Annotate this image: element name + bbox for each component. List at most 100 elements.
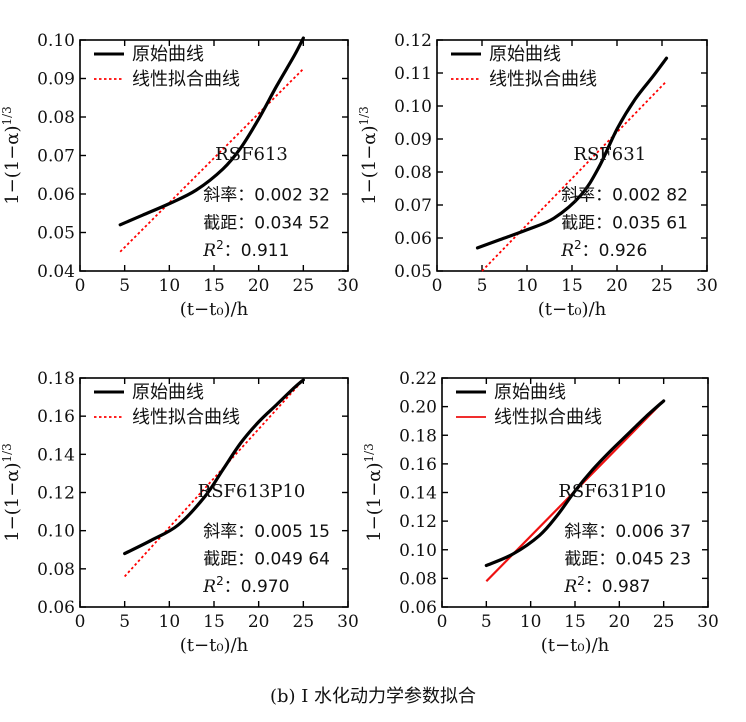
x-tick-label: 30 xyxy=(337,612,359,632)
x-tick-label: 10 xyxy=(520,612,542,632)
y-tick-label: 0.09 xyxy=(37,70,75,90)
y-tick-label: 0.10 xyxy=(37,522,75,542)
y-tick-label: 0.08 xyxy=(399,569,437,589)
series-original-curve xyxy=(123,378,305,556)
y-axis-label: 1−(1−α)1/3 xyxy=(362,443,385,542)
r2-text: R2：0.987 xyxy=(563,574,650,597)
y-tick-label: 0.14 xyxy=(37,445,75,465)
y-tick-label: 0.07 xyxy=(394,196,432,216)
r2-text: R2：0.911 xyxy=(202,238,289,261)
series-original-curve xyxy=(118,36,305,227)
x-tick-label: 5 xyxy=(119,612,130,632)
y-tick-label: 0.08 xyxy=(37,108,75,128)
legend-label-fit: 线性拟合曲线 xyxy=(132,69,240,90)
x-tick-label: 5 xyxy=(119,276,130,296)
y-tick-label: 0.20 xyxy=(399,398,437,418)
intercept-text: 截距：0.049 64 xyxy=(203,550,330,570)
y-tick-label: 0.10 xyxy=(37,31,75,51)
x-tick-label: 25 xyxy=(293,276,315,296)
y-tick-label: 0.22 xyxy=(399,369,437,389)
y-tick-label: 0.16 xyxy=(37,407,75,427)
intercept-text: 截距：0.034 52 xyxy=(203,213,330,233)
y-tick-label: 0.08 xyxy=(394,163,432,183)
y-axis-label: 1−(1−α)1/3 xyxy=(357,106,380,205)
y-tick-label: 0.06 xyxy=(394,229,432,249)
y-tick-label: 0.08 xyxy=(37,560,75,580)
x-tick-label: 20 xyxy=(609,612,631,632)
series-linear-fit xyxy=(124,379,304,578)
x-tick-label: 15 xyxy=(561,276,583,296)
x-tick-label: 15 xyxy=(203,612,225,632)
legend-label-fit: 线性拟合曲线 xyxy=(132,407,240,428)
legend-label-original: 原始曲线 xyxy=(132,382,204,403)
y-tick-label: 0.10 xyxy=(394,97,432,117)
x-tick-label: 30 xyxy=(337,276,359,296)
chart-panel-1: 0 5 10 15 20 25 30 0.04 0.05 0.06 0.07 0.08 0.09 0.10… xyxy=(0,31,359,320)
x-tick-label: 25 xyxy=(653,612,675,632)
y-tick-label: 0.14 xyxy=(399,484,437,504)
series-linear-fit xyxy=(119,68,304,253)
x-axis-label: (t−t₀)/h xyxy=(180,299,249,320)
x-tick-label: 20 xyxy=(606,276,628,296)
y-tick-label: 0.18 xyxy=(399,426,437,446)
figure-canvas: 0 5 10 15 20 25 30 0.04 0.05 0.06 0.07 0.08 0.09 0.10… xyxy=(0,31,719,656)
x-tick-label: 0 xyxy=(75,612,86,632)
x-tick-label: 20 xyxy=(248,612,270,632)
slope-text: 斜率：0.006 37 xyxy=(564,522,691,542)
x-tick-label: 25 xyxy=(651,276,673,296)
sample-label: RSF631 xyxy=(573,144,646,165)
y-tick-label: 0.12 xyxy=(399,512,437,532)
x-axis-label: (t−t₀)/h xyxy=(541,635,610,656)
x-axis-label: (t−t₀)/h xyxy=(180,635,249,656)
y-tick-label: 0.06 xyxy=(399,598,437,618)
r2-text: R2：0.970 xyxy=(202,574,289,597)
x-tick-label: 20 xyxy=(248,276,270,296)
series-original-curve xyxy=(484,399,666,568)
sample-label: RSF631P10 xyxy=(558,481,666,502)
legend-label-fit: 线性拟合曲线 xyxy=(494,407,602,428)
y-tick-label: 0.05 xyxy=(394,262,432,282)
y-tick-label: 0.12 xyxy=(394,31,432,51)
y-tick-label: 0.18 xyxy=(37,369,75,389)
x-tick-label: 15 xyxy=(203,276,225,296)
y-axis-label: 1−(1−α)1/3 xyxy=(0,106,23,205)
x-tick-label: 25 xyxy=(293,612,315,632)
y-tick-label: 0.09 xyxy=(394,130,432,150)
x-tick-label: 10 xyxy=(159,612,181,632)
intercept-text: 截距：0.035 61 xyxy=(561,213,688,233)
x-tick-label: 10 xyxy=(516,276,538,296)
y-tick-label: 0.06 xyxy=(37,185,75,205)
sample-label: RSF613 xyxy=(215,144,288,165)
series-linear-fit xyxy=(481,80,668,272)
sample-label: RSF613P10 xyxy=(198,481,306,502)
x-tick-label: 30 xyxy=(696,276,718,296)
legend-label-original: 原始曲线 xyxy=(132,44,204,65)
series-original-curve xyxy=(475,56,669,250)
legend-label-original: 原始曲线 xyxy=(494,382,566,403)
figure-caption: (b) I 水化动力学参数拟合 xyxy=(269,686,477,707)
y-tick-label: 0.10 xyxy=(399,541,437,561)
chart-panel-3: 0 5 10 15 20 25 30 0.06 0.08 0.10 0.12 0.14 0.16 0.18… xyxy=(0,369,359,656)
y-tick-label: 0.11 xyxy=(394,64,432,84)
x-tick-label: 0 xyxy=(432,276,443,296)
y-tick-label: 0.12 xyxy=(37,484,75,504)
y-tick-label: 0.16 xyxy=(399,455,437,475)
slope-text: 斜率：0.005 15 xyxy=(203,522,330,542)
x-tick-label: 10 xyxy=(159,276,181,296)
x-tick-label: 0 xyxy=(75,276,86,296)
x-tick-label: 0 xyxy=(437,612,448,632)
chart-panel-4: 0 5 10 15 20 25 30 0.06 0.08 0.10 0.12 0.14 0.16 0.18… xyxy=(362,369,719,656)
slope-text: 斜率：0.002 82 xyxy=(561,186,688,206)
slope-text: 斜率：0.002 32 xyxy=(203,186,330,206)
legend-label-original: 原始曲线 xyxy=(489,44,561,65)
x-tick-label: 5 xyxy=(481,612,492,632)
y-tick-label: 0.07 xyxy=(37,147,75,167)
intercept-text: 截距：0.045 23 xyxy=(564,550,691,570)
r2-text: R2：0.926 xyxy=(560,238,647,261)
legend-label-fit: 线性拟合曲线 xyxy=(489,69,597,90)
x-tick-label: 15 xyxy=(564,612,586,632)
x-tick-label: 5 xyxy=(477,276,488,296)
y-axis-label: 1−(1−α)1/3 xyxy=(0,443,23,542)
x-axis-label: (t−t₀)/h xyxy=(538,299,607,320)
y-tick-label: 0.05 xyxy=(37,224,75,244)
